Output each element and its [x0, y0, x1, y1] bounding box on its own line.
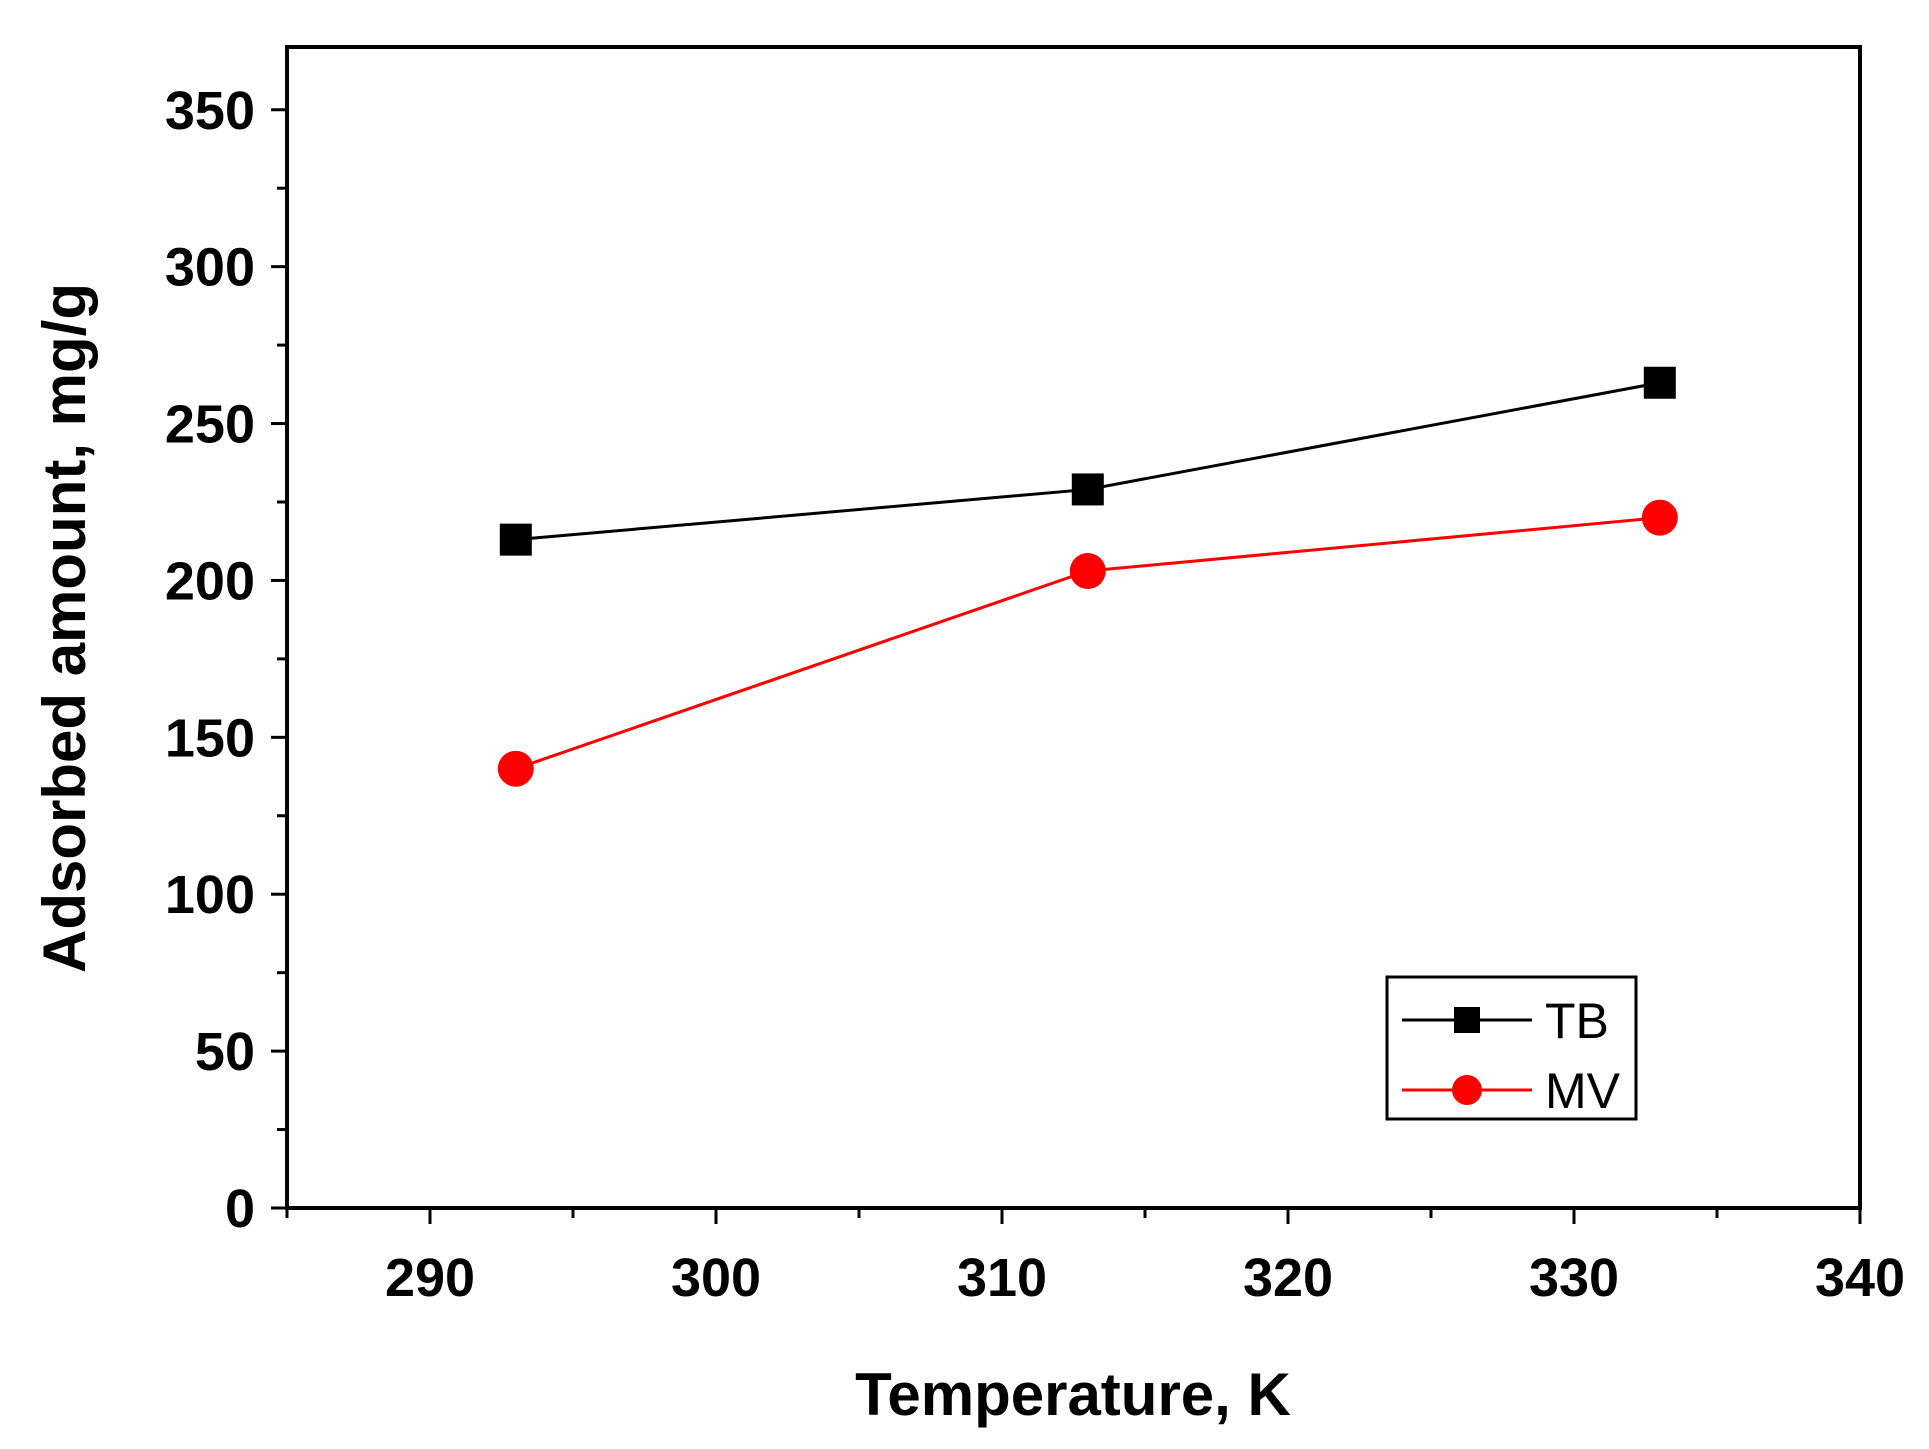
- y-tick-label: 0: [225, 1179, 255, 1239]
- y-axis: 0 50 100 150 200 250 300 350: [165, 81, 287, 1239]
- legend-box: [1385, 975, 1638, 1121]
- x-tick-label: 320: [1243, 1248, 1333, 1308]
- x-tick-label: 310: [957, 1248, 1047, 1308]
- plot-frame: [285, 45, 1862, 1210]
- x-tick-label: 330: [1529, 1248, 1619, 1308]
- y-tick-label: 50: [195, 1022, 255, 1082]
- y-tick-label: 150: [165, 708, 255, 768]
- x-axis-title: Temperature, K: [855, 1361, 1291, 1428]
- legend-marker-tb: [1454, 1007, 1480, 1033]
- legend-label-tb: TB: [1545, 993, 1609, 1049]
- data-point-tb: [1643, 366, 1676, 399]
- data-point-mv: [1641, 499, 1678, 536]
- series-layer: [497, 366, 1678, 787]
- y-axis-title: Adsorbed amount, mg/g: [31, 283, 98, 973]
- data-point-tb: [499, 523, 532, 556]
- x-tick-label: 340: [1815, 1248, 1905, 1308]
- data-point-mv: [1069, 553, 1106, 590]
- x-tick-label: 290: [385, 1248, 475, 1308]
- legend: TB MV: [1385, 975, 1638, 1121]
- x-axis: 290 300 310 320 330 340: [285, 1208, 1905, 1308]
- legend-marker-mv: [1452, 1075, 1482, 1105]
- y-tick-label: 350: [165, 81, 255, 141]
- y-tick-label: 250: [165, 395, 255, 455]
- data-point-mv: [497, 750, 534, 787]
- y-tick-label: 200: [165, 551, 255, 611]
- y-tick-label: 100: [165, 865, 255, 925]
- legend-label-mv: MV: [1545, 1063, 1621, 1119]
- x-tick-label: 300: [671, 1248, 761, 1308]
- series-line-tb: [515, 381, 1661, 542]
- data-point-tb: [1071, 473, 1104, 506]
- y-tick-label: 300: [165, 238, 255, 298]
